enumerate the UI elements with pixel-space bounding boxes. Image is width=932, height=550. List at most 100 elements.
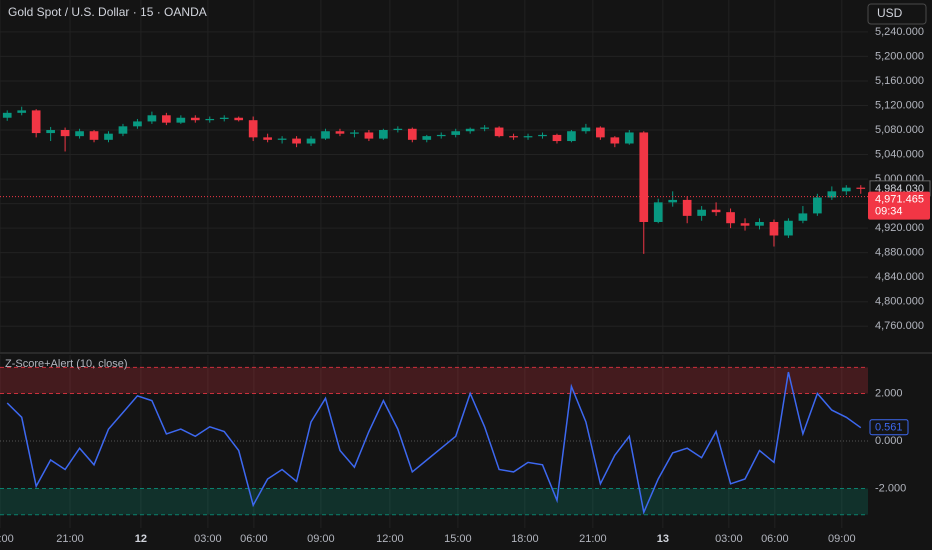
candle-body <box>711 209 721 213</box>
candle-body <box>480 127 489 129</box>
candle-body <box>118 126 128 134</box>
x-tick-label: 18:00 <box>511 533 539 545</box>
candle-body <box>248 120 258 138</box>
chart-title: Gold Spot / U.S. Dollar · 15 · OANDA <box>8 5 207 19</box>
candle-body <box>422 136 432 140</box>
candle-body <box>393 128 403 131</box>
x-tick-label: 12:00 <box>376 533 404 545</box>
last-value-box <box>869 419 909 436</box>
candle-body <box>205 118 215 121</box>
current-price-label: 4,971.465 <box>875 193 924 205</box>
y-tick-label: 4,880.000 <box>875 247 924 259</box>
candle-body <box>190 117 200 121</box>
candle-body <box>60 130 70 137</box>
candle-body <box>147 115 157 122</box>
y-tick-label: 5,160.000 <box>875 75 924 87</box>
candle-body <box>697 209 706 216</box>
current-price-box <box>868 191 930 220</box>
last-value-label: 0.561 <box>875 422 903 434</box>
candle-body <box>784 220 793 236</box>
candle-body <box>798 213 808 221</box>
x-tick-label: 21:00 <box>56 533 84 545</box>
y-tick-label: 5,040.000 <box>875 148 924 160</box>
candle-body <box>567 131 576 142</box>
candle-body <box>841 187 851 192</box>
candle-body <box>856 187 866 189</box>
y-tick-label: 5,080.000 <box>875 124 924 136</box>
currency-label[interactable]: USD <box>877 6 903 20</box>
x-tick-label: 03:00 <box>715 533 743 545</box>
candle-body <box>813 197 822 214</box>
alert-band <box>0 367 868 394</box>
candle-body <box>740 223 750 226</box>
candle-body <box>624 132 634 144</box>
alert-band <box>0 488 868 515</box>
candle-body <box>639 132 649 222</box>
x-tick-label: 21:00 <box>579 533 607 545</box>
candle-body <box>465 128 475 132</box>
y-tick-label: -2.000 <box>875 482 906 494</box>
candle-body <box>451 131 461 135</box>
candle-body <box>234 117 244 121</box>
candle-body <box>610 137 620 144</box>
y-tick-label: 4,760.000 <box>875 320 924 332</box>
candle-body <box>277 138 287 140</box>
candle-body <box>364 132 374 139</box>
candle-body <box>682 199 692 216</box>
candle-body <box>46 130 55 134</box>
candle-body <box>407 128 417 140</box>
candle-body <box>162 115 171 123</box>
y-tick-label: 0.000 <box>875 435 903 447</box>
candle-body <box>436 134 446 137</box>
x-tick-label: 06:00 <box>240 533 268 545</box>
y-tick-label: 4,920.000 <box>875 222 924 234</box>
candle-body <box>726 212 735 224</box>
candle-body <box>176 117 186 123</box>
candle-body <box>321 131 330 139</box>
candle-body <box>668 199 678 203</box>
y-tick-label: 2.000 <box>875 387 903 399</box>
currency-button[interactable] <box>867 3 927 25</box>
candle-body <box>581 127 591 132</box>
x-tick-label: 06:00 <box>761 533 789 545</box>
candle-body <box>104 133 113 140</box>
candle-body <box>755 221 764 226</box>
candle-body <box>17 110 27 113</box>
x-tick-label: 15:00 <box>444 533 472 545</box>
candle-body <box>31 110 41 134</box>
y-tick-label: 4,800.000 <box>875 296 924 308</box>
candle-body <box>494 127 504 137</box>
candle-body <box>292 138 301 144</box>
countdown: 09:34 <box>875 205 903 217</box>
y-tick-label: 5,120.000 <box>875 99 924 111</box>
indicator-title: Z-Score+Alert (10, close) <box>5 358 128 370</box>
candle-body <box>653 202 663 222</box>
candle-body <box>89 131 99 140</box>
y-tick-label: 5,200.000 <box>875 50 924 62</box>
x-tick-label: 13 <box>657 533 669 545</box>
candle-body <box>2 112 12 118</box>
candle-body <box>379 130 388 139</box>
candle-body <box>827 191 837 198</box>
x-tick-label: 18:00 <box>0 533 14 545</box>
candle-body <box>523 136 533 138</box>
z-score-line <box>6 371 862 515</box>
y-tick-label: 4,840.000 <box>875 271 924 283</box>
y-tick-label: 5,240.000 <box>875 26 924 38</box>
x-tick-label: 12 <box>135 533 147 545</box>
candle-body <box>133 121 142 127</box>
candle-body <box>306 138 316 144</box>
x-tick-label: 09:00 <box>307 533 335 545</box>
candle-body <box>219 117 229 119</box>
candle-body <box>263 137 272 140</box>
x-tick-label: 03:00 <box>194 533 222 545</box>
candle-body <box>509 136 518 138</box>
candle-body <box>350 132 359 134</box>
candle-body <box>769 221 779 236</box>
candle-body <box>335 131 345 134</box>
candle-body <box>75 131 84 137</box>
candle-body <box>538 134 547 137</box>
x-tick-label: 09:00 <box>828 533 856 545</box>
